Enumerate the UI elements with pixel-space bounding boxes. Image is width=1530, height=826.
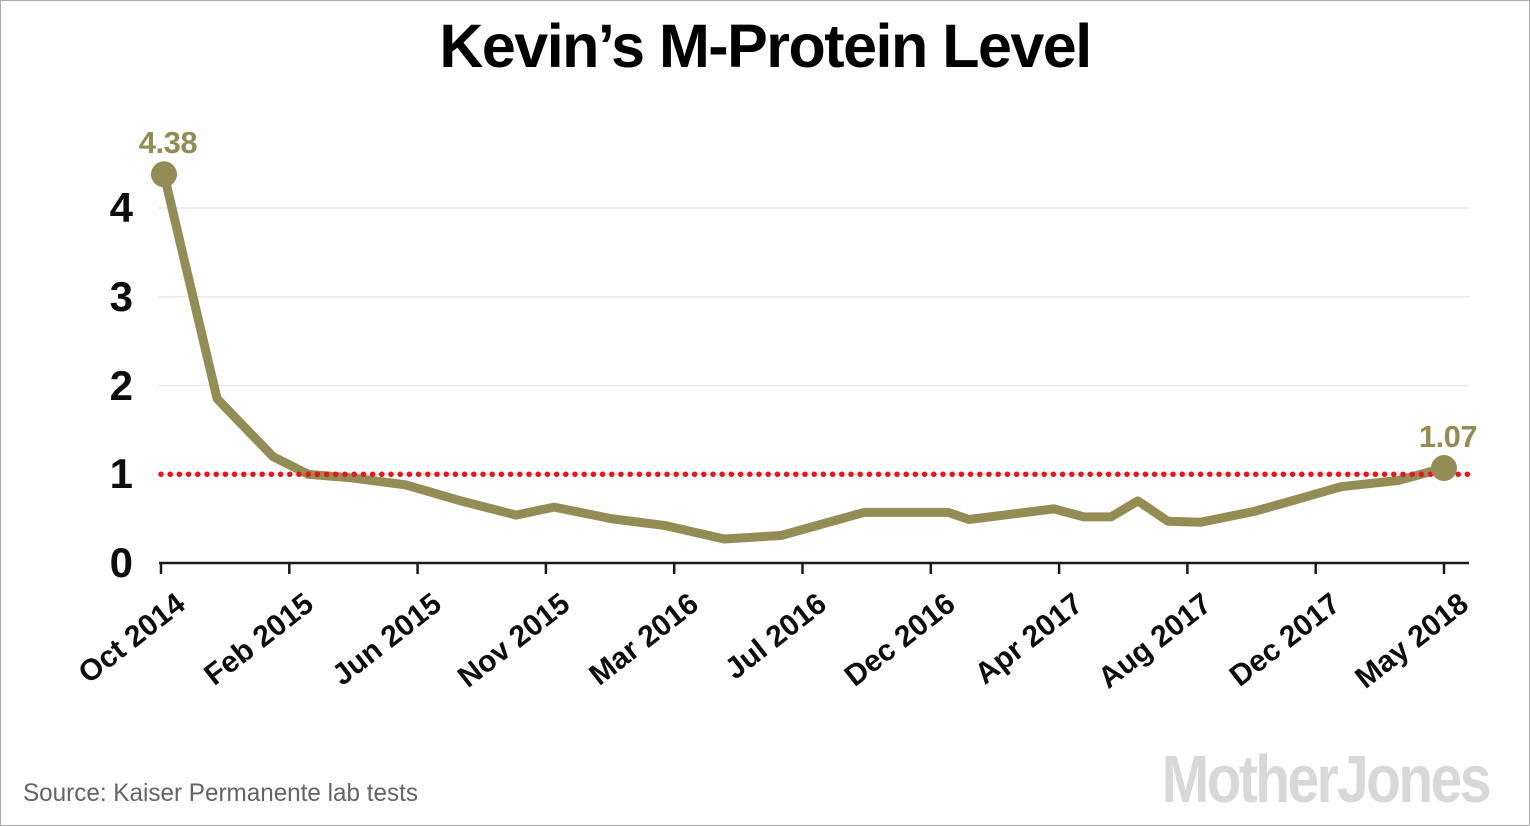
x-axis-tick-label: Mar 2016 [582,587,705,693]
x-axis-tick-label: Dec 2016 [838,587,962,694]
x-axis-tick-label: Jul 2016 [719,587,833,686]
y-axis-tick-label: 4 [109,184,133,231]
x-axis-tick-label: Jun 2015 [326,587,448,693]
last-point-marker [1431,455,1457,482]
series-line [159,169,1449,544]
y-axis-tick-label: 3 [109,272,133,320]
y-axis-tick-label: 0 [109,539,133,586]
x-axis-tick-label: Oct 2014 [72,587,192,691]
x-axis-tick-label: Feb 2015 [198,587,320,693]
y-axis-tick-label: 1 [109,450,133,498]
x-axis-tick-label: Nov 2015 [452,587,577,695]
x-axis-tick-label: Apr 2017 [969,587,1090,692]
first-point-marker [150,161,177,188]
point-value-label: 1.07 [1418,419,1478,455]
motherjones-logo: Mother Jones [1161,742,1492,817]
point-value-label: 4.38 [138,125,198,161]
x-axis-tick-label: Aug 2017 [1092,587,1218,696]
source-note: Source: Kaiser Permanente lab tests [23,779,418,807]
x-axis-tick-label: Dec 2017 [1223,587,1347,694]
x-axis-tick-label: May 2018 [1348,587,1475,696]
chart-title: Kevin’s M-Protein Level [439,12,1092,80]
y-axis-tick-label: 2 [109,361,133,409]
